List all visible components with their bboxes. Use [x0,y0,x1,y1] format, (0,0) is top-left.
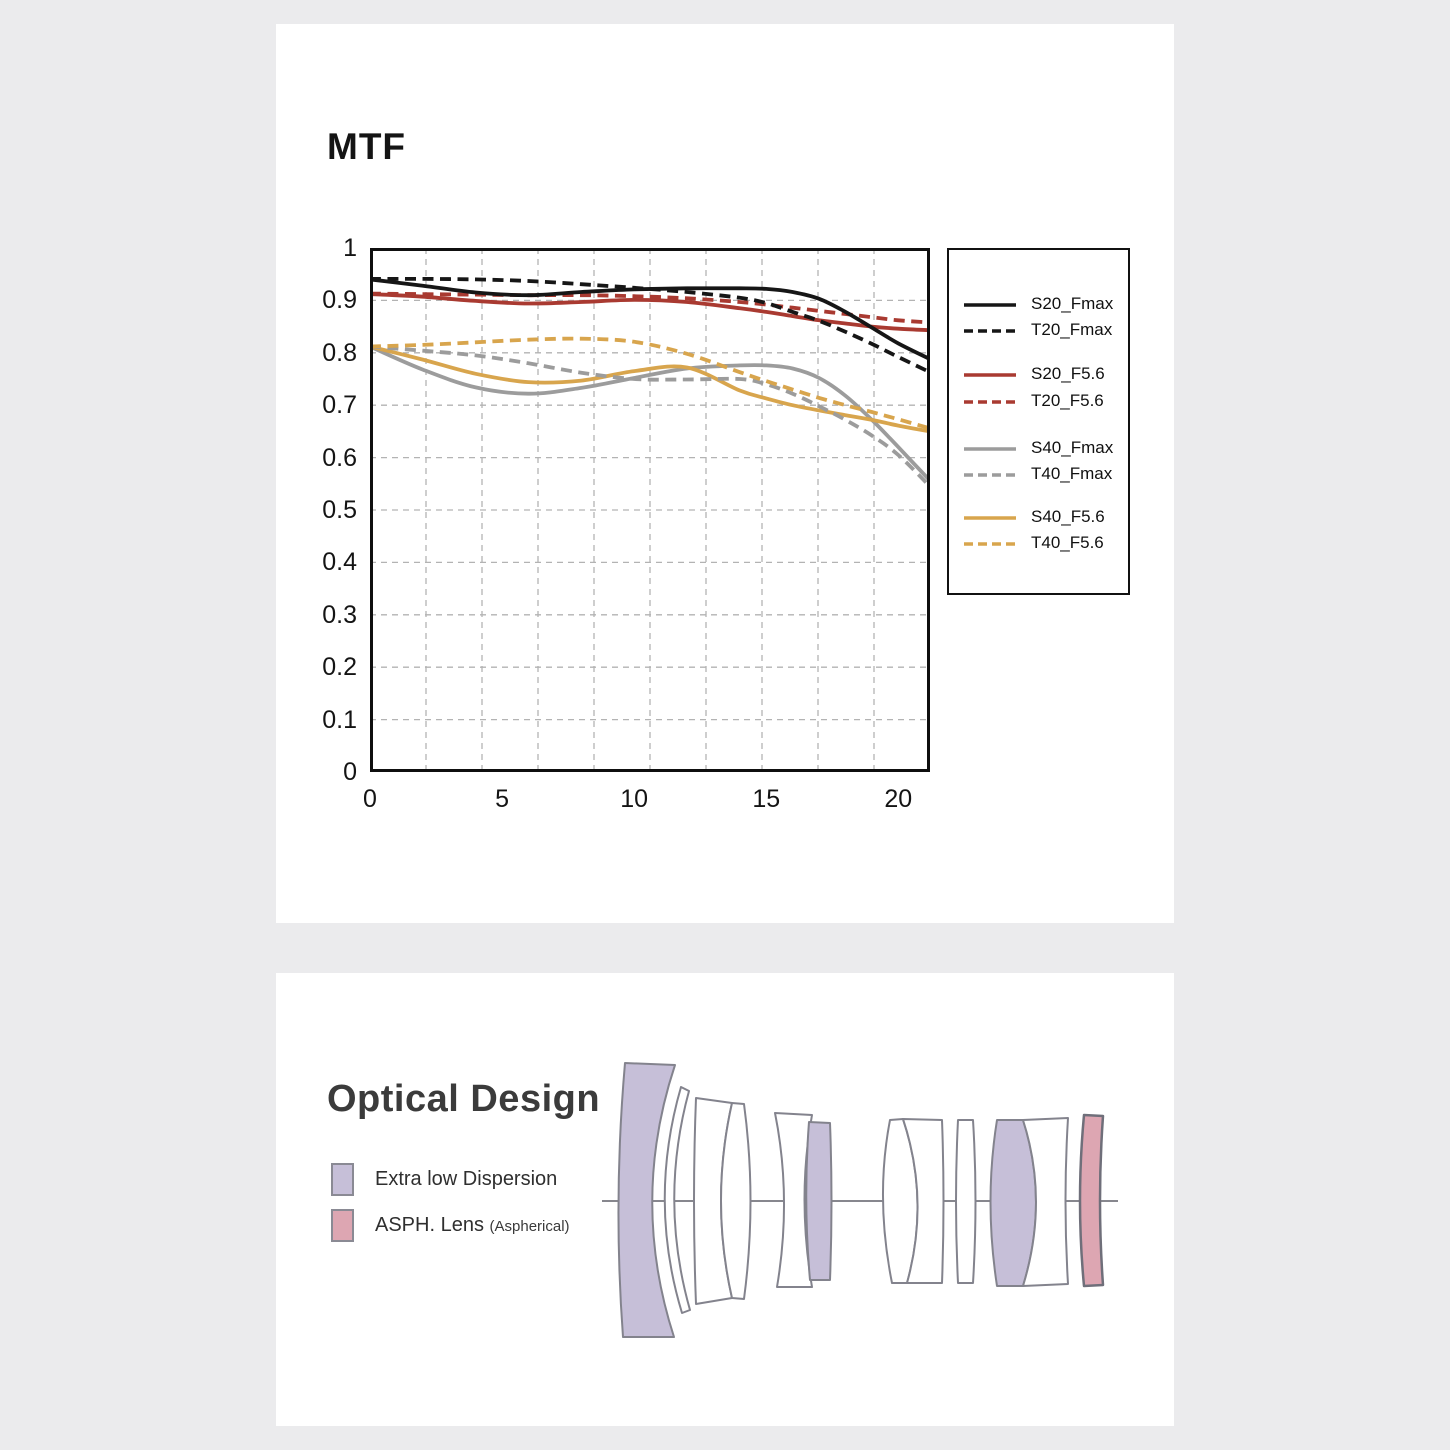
mtf-curve-S40_Fmax [370,344,930,483]
legend-label: S40_F5.6 [1031,507,1105,526]
mtf-curve-S20_F5.6 [370,292,930,333]
asph-lens-swatch [331,1209,354,1242]
mtf-curve-S20_Fmax [370,277,930,361]
legend-label: S20_Fmax [1031,294,1114,313]
y-tick-label: 0 [343,758,357,786]
lens-element-9 [955,1119,977,1284]
asph-lens-label: ASPH. Lens (Aspherical) [375,1214,570,1237]
lens-element-11 [1022,1117,1069,1287]
mtf-title: MTF [327,126,407,167]
y-tick-label: 0.4 [322,548,357,577]
legend-entry-S40_F5.6: S40_F5.6 [949,504,1128,530]
legend-label: S20_F5.6 [1031,364,1105,383]
lens-element-12-asph [1078,1113,1105,1288]
lens-element-2 [663,1086,691,1314]
mtf-curve-T20_F5.6 [370,291,930,325]
legend-label: T20_Fmax [1031,320,1113,339]
legend-entry-S40_Fmax: S40_Fmax [949,435,1128,461]
legend-entry-S20_F5.6: S20_F5.6 [949,361,1128,387]
plot-border [370,248,930,772]
lens-element-8 [902,1118,945,1284]
mtf-curve-T20_Fmax [370,276,930,374]
legend-label: T40_F5.6 [1031,533,1104,552]
y-tick-label: 0.3 [322,600,357,629]
y-tick-label: 0.6 [322,443,357,472]
mtf-chart [370,248,930,772]
lens-element-1-ed [617,1062,676,1338]
legend-solid-line-sample [964,447,1016,451]
legend-solid-line-sample [964,516,1016,520]
x-tick-label: 0 [363,785,377,813]
optical-design-title: Optical Design [327,1078,601,1120]
legend-solid-line-sample [964,373,1016,377]
legend-dashed-line-sample [964,473,1016,477]
lens-element-diagram [602,1062,1118,1338]
y-tick-label: 0.7 [322,391,357,420]
ed-glass-label: Extra low Dispersion [375,1168,557,1191]
legend-entry-T40_F5.6: T40_F5.6 [949,530,1128,556]
x-tick-label: 5 [495,785,510,813]
mtf-curve-S40_F5.6 [370,344,930,434]
lens-element-6-ed [805,1121,833,1281]
y-tick-label: 0.1 [322,705,357,734]
y-tick-label: 0.9 [322,286,357,315]
x-tick-label: 15 [752,785,781,813]
mtf-curve-T40_Fmax [370,344,930,488]
y-tick-label: 1 [343,234,357,262]
legend-dashed-line-sample [964,329,1016,333]
lens-element-4 [720,1102,752,1300]
legend-entry-T20_F5.6: T20_F5.6 [949,388,1128,414]
asph-lens-label-text: ASPH. Lens [375,1214,484,1236]
legend-label: S40_Fmax [1031,438,1114,457]
mtf-legend: S20_Fmax T20_Fmax S20_F5.6 T20_F5.6 S40_Fmax… [947,248,1130,595]
y-tick-label: 0.2 [322,653,357,682]
legend-entry-T20_Fmax: T20_Fmax [949,317,1128,343]
mtf-curve-T40_F5.6 [370,336,930,431]
legend-label: T20_F5.6 [1031,391,1104,410]
mtf-plot-area [370,248,930,772]
y-tick-label: 0.8 [322,338,357,367]
legend-solid-line-sample [964,303,1016,307]
legend-dashed-line-sample [964,400,1016,404]
legend-entry-T40_Fmax: T40_Fmax [949,461,1128,487]
ed-glass-label-text: Extra low Dispersion [375,1168,558,1190]
y-tick-label: 0.5 [322,496,357,524]
optical-design-card: Optical Design Extra low Dispersion ASPH… [276,973,1174,1426]
legend-entry-S20_Fmax: S20_Fmax [949,291,1128,317]
ed-glass-swatch [331,1163,354,1196]
legend-dashed-line-sample [964,542,1016,546]
x-tick-label: 10 [620,785,649,813]
asph-lens-label-suffix: (Aspherical) [489,1218,570,1235]
x-tick-label: 20 [884,785,913,813]
legend-label: T40_Fmax [1031,464,1113,483]
mtf-card: MTF 1 0.9 0.8 0.7 0.6 0.5 0.4 0.3 0.2 0.1 0 0 5 10 15… [276,24,1174,923]
